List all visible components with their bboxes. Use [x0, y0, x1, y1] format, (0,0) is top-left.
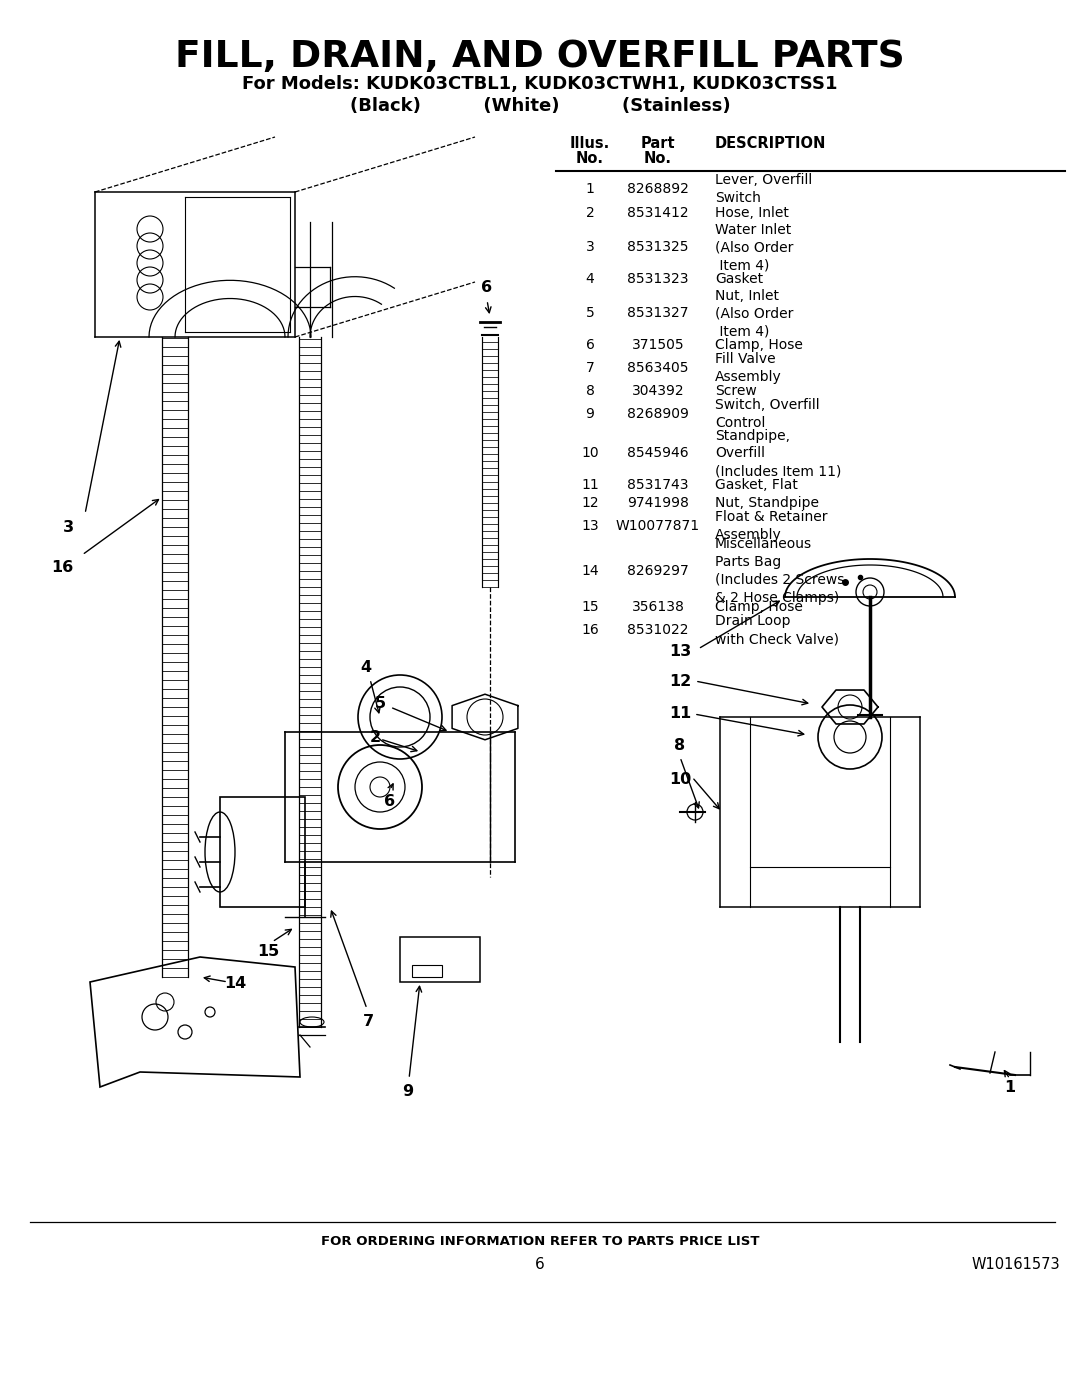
Text: 3: 3: [63, 520, 73, 535]
Text: 12: 12: [669, 675, 691, 690]
Text: 10: 10: [581, 447, 598, 461]
Text: 8531412: 8531412: [627, 205, 689, 219]
Text: 8545946: 8545946: [627, 447, 689, 461]
Text: Standpipe,
Overfill
(Includes Item 11): Standpipe, Overfill (Includes Item 11): [715, 429, 841, 478]
Text: 11: 11: [669, 707, 691, 721]
Text: Float & Retainer
Assembly: Float & Retainer Assembly: [715, 510, 827, 542]
Text: 10: 10: [669, 771, 691, 787]
Text: 2: 2: [369, 729, 380, 745]
Text: 8531022: 8531022: [627, 623, 689, 637]
Text: 3: 3: [585, 240, 594, 254]
Bar: [411, 965, 442, 977]
Text: 15: 15: [581, 599, 598, 613]
Text: 8: 8: [585, 384, 594, 398]
Text: 304392: 304392: [632, 384, 685, 398]
Text: 6: 6: [535, 1257, 545, 1273]
Text: Fill Valve
Assembly: Fill Valve Assembly: [715, 352, 782, 384]
Text: Nut, Inlet
(Also Order
 Item 4): Nut, Inlet (Also Order Item 4): [715, 289, 794, 338]
Text: W10161573: W10161573: [971, 1257, 1059, 1273]
Text: 8269297: 8269297: [627, 564, 689, 578]
Text: 4: 4: [585, 272, 594, 286]
Text: No.: No.: [644, 151, 672, 166]
Text: 6: 6: [384, 795, 395, 809]
Text: 8531325: 8531325: [627, 240, 689, 254]
Text: Gasket: Gasket: [715, 272, 764, 286]
Text: For Models: KUDK03CTBL1, KUDK03CTWH1, KUDK03CTSS1: For Models: KUDK03CTBL1, KUDK03CTWH1, KU…: [242, 75, 838, 94]
Text: 1: 1: [1004, 1080, 1015, 1094]
Text: 11: 11: [581, 478, 599, 492]
Text: 12: 12: [581, 496, 598, 510]
Text: Screw: Screw: [715, 384, 757, 398]
Text: FILL, DRAIN, AND OVERFILL PARTS: FILL, DRAIN, AND OVERFILL PARTS: [175, 39, 905, 75]
Text: 8531743: 8531743: [627, 478, 689, 492]
Text: Illus.: Illus.: [570, 136, 610, 151]
Text: 9741998: 9741998: [627, 496, 689, 510]
Text: 4: 4: [361, 659, 372, 675]
Text: (Black)          (White)          (Stainless): (Black) (White) (Stainless): [350, 96, 730, 115]
Text: 16: 16: [51, 560, 73, 574]
Text: Clamp, Hose: Clamp, Hose: [715, 599, 802, 613]
Text: 1: 1: [585, 182, 594, 196]
Bar: [220, 798, 305, 907]
Text: Clamp, Hose: Clamp, Hose: [715, 338, 802, 352]
Text: FOR ORDERING INFORMATION REFER TO PARTS PRICE LIST: FOR ORDERING INFORMATION REFER TO PARTS …: [321, 1235, 759, 1248]
Text: 14: 14: [224, 977, 246, 992]
Text: 9: 9: [403, 1084, 414, 1099]
Text: Switch, Overfill
Control: Switch, Overfill Control: [715, 398, 820, 430]
Text: DESCRIPTION: DESCRIPTION: [715, 136, 826, 151]
Text: Gasket, Flat: Gasket, Flat: [715, 478, 798, 492]
Text: Drain Loop
with Check Valve): Drain Loop with Check Valve): [715, 615, 839, 647]
Text: 356138: 356138: [632, 599, 685, 613]
Text: Lever, Overfill
Switch: Lever, Overfill Switch: [715, 173, 812, 204]
Text: 13: 13: [669, 644, 691, 659]
Text: 8563405: 8563405: [627, 362, 689, 376]
Text: No.: No.: [576, 151, 604, 166]
Text: 8531327: 8531327: [627, 306, 689, 320]
Text: 2: 2: [585, 205, 594, 219]
Text: Miscellaneous
Parts Bag
(Includes 2 Screws
& 2 Hose Clamps): Miscellaneous Parts Bag (Includes 2 Scre…: [715, 536, 845, 605]
Text: Hose, Inlet: Hose, Inlet: [715, 205, 788, 219]
Text: 8268909: 8268909: [627, 408, 689, 422]
Text: 15: 15: [257, 944, 279, 960]
Text: Nut, Standpipe: Nut, Standpipe: [715, 496, 819, 510]
Text: 8268892: 8268892: [627, 182, 689, 196]
Text: 371505: 371505: [632, 338, 685, 352]
Text: Water Inlet
(Also Order
 Item 4): Water Inlet (Also Order Item 4): [715, 222, 794, 272]
Text: 13: 13: [581, 520, 598, 534]
Text: 5: 5: [375, 697, 386, 711]
Text: 16: 16: [581, 623, 599, 637]
Text: W10077871: W10077871: [616, 520, 700, 534]
Bar: [400, 937, 480, 982]
Text: 8531323: 8531323: [627, 272, 689, 286]
Text: 7: 7: [585, 362, 594, 376]
Text: Part: Part: [640, 136, 675, 151]
Text: 14: 14: [581, 564, 598, 578]
Text: 6: 6: [482, 279, 492, 295]
Text: 7: 7: [363, 1014, 374, 1030]
Text: 9: 9: [585, 408, 594, 422]
Text: 5: 5: [585, 306, 594, 320]
Text: 8: 8: [674, 738, 686, 753]
Text: 6: 6: [585, 338, 594, 352]
